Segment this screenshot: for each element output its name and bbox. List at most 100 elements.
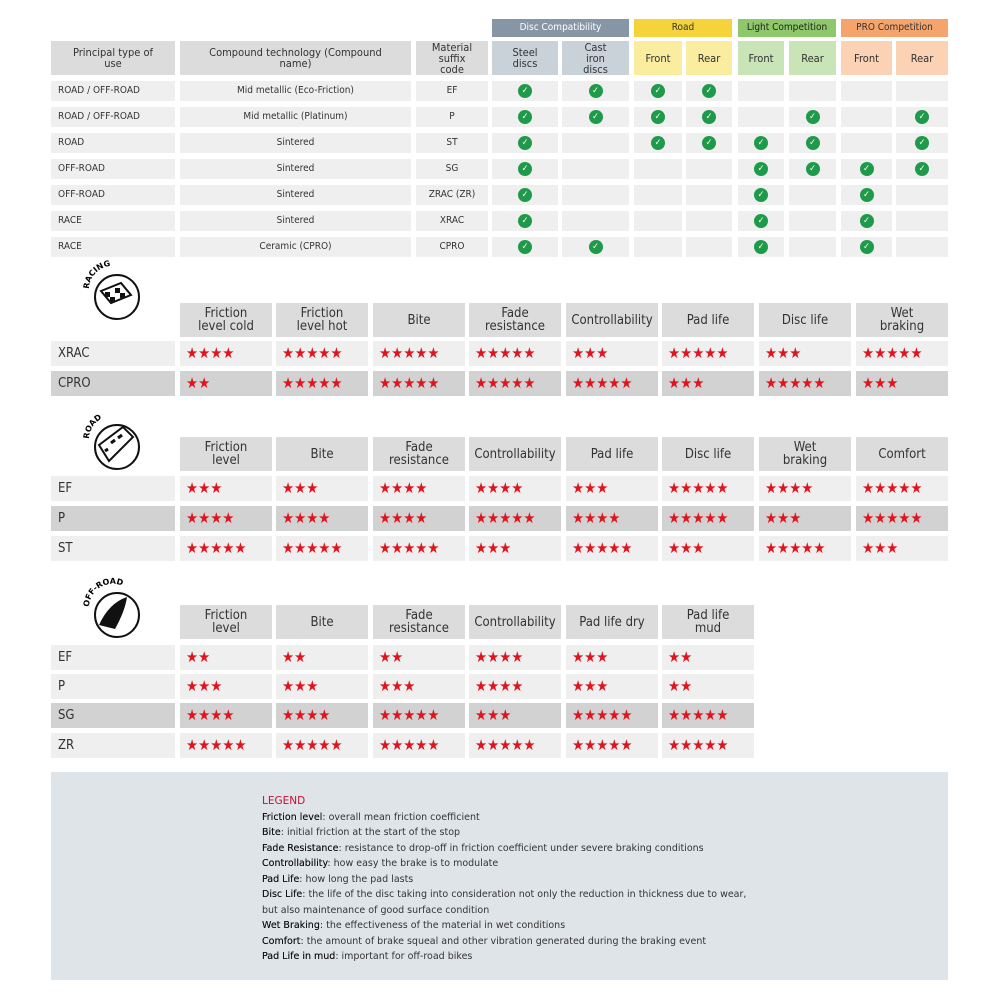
compound-name: Ceramic (CPRO) — [180, 237, 411, 257]
star-rating: ★★★ — [566, 476, 658, 501]
check-icon: ✓ — [859, 188, 874, 202]
compat-cell: ✓ — [896, 107, 948, 127]
suffix-code: XRAC — [416, 211, 488, 231]
checkered-flag-icon: RACING — [82, 259, 140, 320]
compat-cell — [634, 211, 682, 231]
legend-desc: : the life of the disc taking into consi… — [302, 889, 747, 900]
check-icon: ✓ — [702, 136, 716, 150]
star-rating: ★★★ — [469, 703, 561, 728]
legend-desc: : how long the pad lasts — [299, 873, 414, 885]
compat-cell — [686, 211, 732, 231]
compat-cell: ✓ — [841, 211, 892, 231]
star-rating: ★★★★★ — [373, 733, 465, 758]
rating-column-header: Bite — [373, 303, 465, 337]
check-icon: ✓ — [915, 136, 929, 150]
compound-name: Mid metallic (Platinum) — [180, 107, 411, 127]
check-icon: ✓ — [518, 110, 532, 124]
column-header: Material suffix code — [416, 41, 488, 75]
check-icon: ✓ — [859, 162, 874, 176]
check-icon: ✓ — [588, 84, 603, 98]
check-icon: ✓ — [518, 240, 532, 254]
compat-cell — [686, 185, 732, 205]
legend-term: Friction level — [262, 811, 323, 823]
legend-item: Fade Resistance: resistance to drop-off … — [262, 841, 746, 857]
compat-cell — [789, 185, 836, 205]
star-rating: ★★★★★ — [180, 536, 272, 561]
column-header: Front — [738, 41, 784, 75]
star-rating: ★★★★★ — [856, 476, 948, 501]
star-rating: ★★★ — [180, 476, 272, 501]
star-rating: ★★★★★ — [373, 371, 465, 396]
star-rating: ★★★★★ — [469, 371, 561, 396]
compat-cell: ✓ — [896, 159, 948, 179]
check-icon: ✓ — [915, 162, 929, 176]
legend-item: Comfort: the amount of brake squeal and … — [262, 934, 746, 950]
star-rating: ★★★★ — [180, 506, 272, 531]
suffix-code: P — [416, 107, 488, 127]
rating-column-header: Fade resistance — [373, 605, 465, 639]
legend-term: Bite — [262, 827, 281, 838]
rating-column-header: Controllability — [566, 303, 658, 337]
legend-desc: : the amount of brake squeal and other v… — [300, 935, 707, 947]
compat-cell — [789, 237, 836, 257]
legend-term: Pad Life — [262, 873, 300, 885]
check-icon: ✓ — [754, 214, 768, 228]
star-rating: ★★★ — [180, 674, 272, 699]
star-rating: ★★★★★ — [566, 733, 658, 758]
star-rating: ★★★ — [759, 341, 851, 366]
star-rating: ★★★★★ — [856, 341, 948, 366]
star-rating: ★★★ — [276, 674, 368, 699]
star-rating: ★★★★★ — [566, 371, 658, 396]
check-icon: ✓ — [518, 162, 532, 176]
star-rating: ★★★★ — [469, 476, 561, 501]
legend-term: Controllability — [262, 858, 328, 869]
rating-column-header: Pad life — [662, 303, 754, 337]
star-rating: ★★★ — [566, 674, 658, 699]
group-header: Light Competition — [738, 19, 836, 37]
column-header: Compound technology (Compound name) — [180, 41, 411, 75]
compound-label: EF — [51, 476, 175, 501]
compat-cell — [686, 159, 732, 179]
star-rating: ★★★★★ — [759, 371, 851, 396]
check-icon: ✓ — [754, 188, 768, 202]
rating-column-header: Wet braking — [856, 303, 948, 337]
compat-cell: ✓ — [789, 159, 836, 179]
star-rating: ★★★★★ — [276, 341, 368, 366]
legend-panel: LEGEND Friction level: overall mean frict… — [51, 772, 948, 980]
legend-item: Disc Life: the life of the disc taking i… — [262, 887, 746, 903]
suffix-code: ZRAC (ZR) — [416, 185, 488, 205]
check-icon: ✓ — [518, 84, 532, 98]
check-icon: ✓ — [859, 240, 874, 254]
check-icon: ✓ — [588, 240, 603, 254]
check-icon: ✓ — [518, 188, 532, 202]
suffix-code: CPRO — [416, 237, 488, 257]
rating-column-header: Bite — [276, 437, 368, 471]
rating-column-header: Fade resistance — [469, 303, 561, 337]
compat-cell: ✓ — [789, 133, 836, 153]
star-rating: ★★★★★ — [566, 536, 658, 561]
legend-term: Pad Life in mud — [262, 951, 336, 962]
star-rating: ★★★ — [373, 674, 465, 699]
check-icon: ✓ — [651, 110, 665, 124]
compound-name: Sintered — [180, 133, 411, 153]
legend-term: Wet Braking — [262, 920, 320, 931]
star-rating: ★★★★★ — [662, 341, 754, 366]
compat-cell: ✓ — [562, 81, 629, 101]
rating-column-header: Friction level cold — [180, 303, 272, 337]
check-icon: ✓ — [915, 110, 929, 124]
star-rating: ★★★★ — [373, 476, 465, 501]
star-rating: ★★★★★ — [469, 341, 561, 366]
compound-name: Sintered — [180, 185, 411, 205]
legend-desc: : how easy the brake is to modulate — [327, 858, 499, 869]
rating-column-header: Pad life mud — [662, 605, 754, 639]
star-rating: ★★★ — [276, 476, 368, 501]
legend-desc: : initial friction at the start of the s… — [280, 827, 461, 838]
star-rating: ★★★ — [662, 536, 754, 561]
rating-column-header: Pad life dry — [566, 605, 658, 639]
star-rating: ★★★★ — [180, 703, 272, 728]
group-header: Disc Compatibility — [492, 19, 629, 37]
star-rating: ★★ — [373, 645, 465, 670]
legend-desc: but also maintenance of good surface con… — [262, 904, 490, 916]
compound-label: P — [51, 506, 175, 531]
compat-cell — [562, 185, 629, 205]
